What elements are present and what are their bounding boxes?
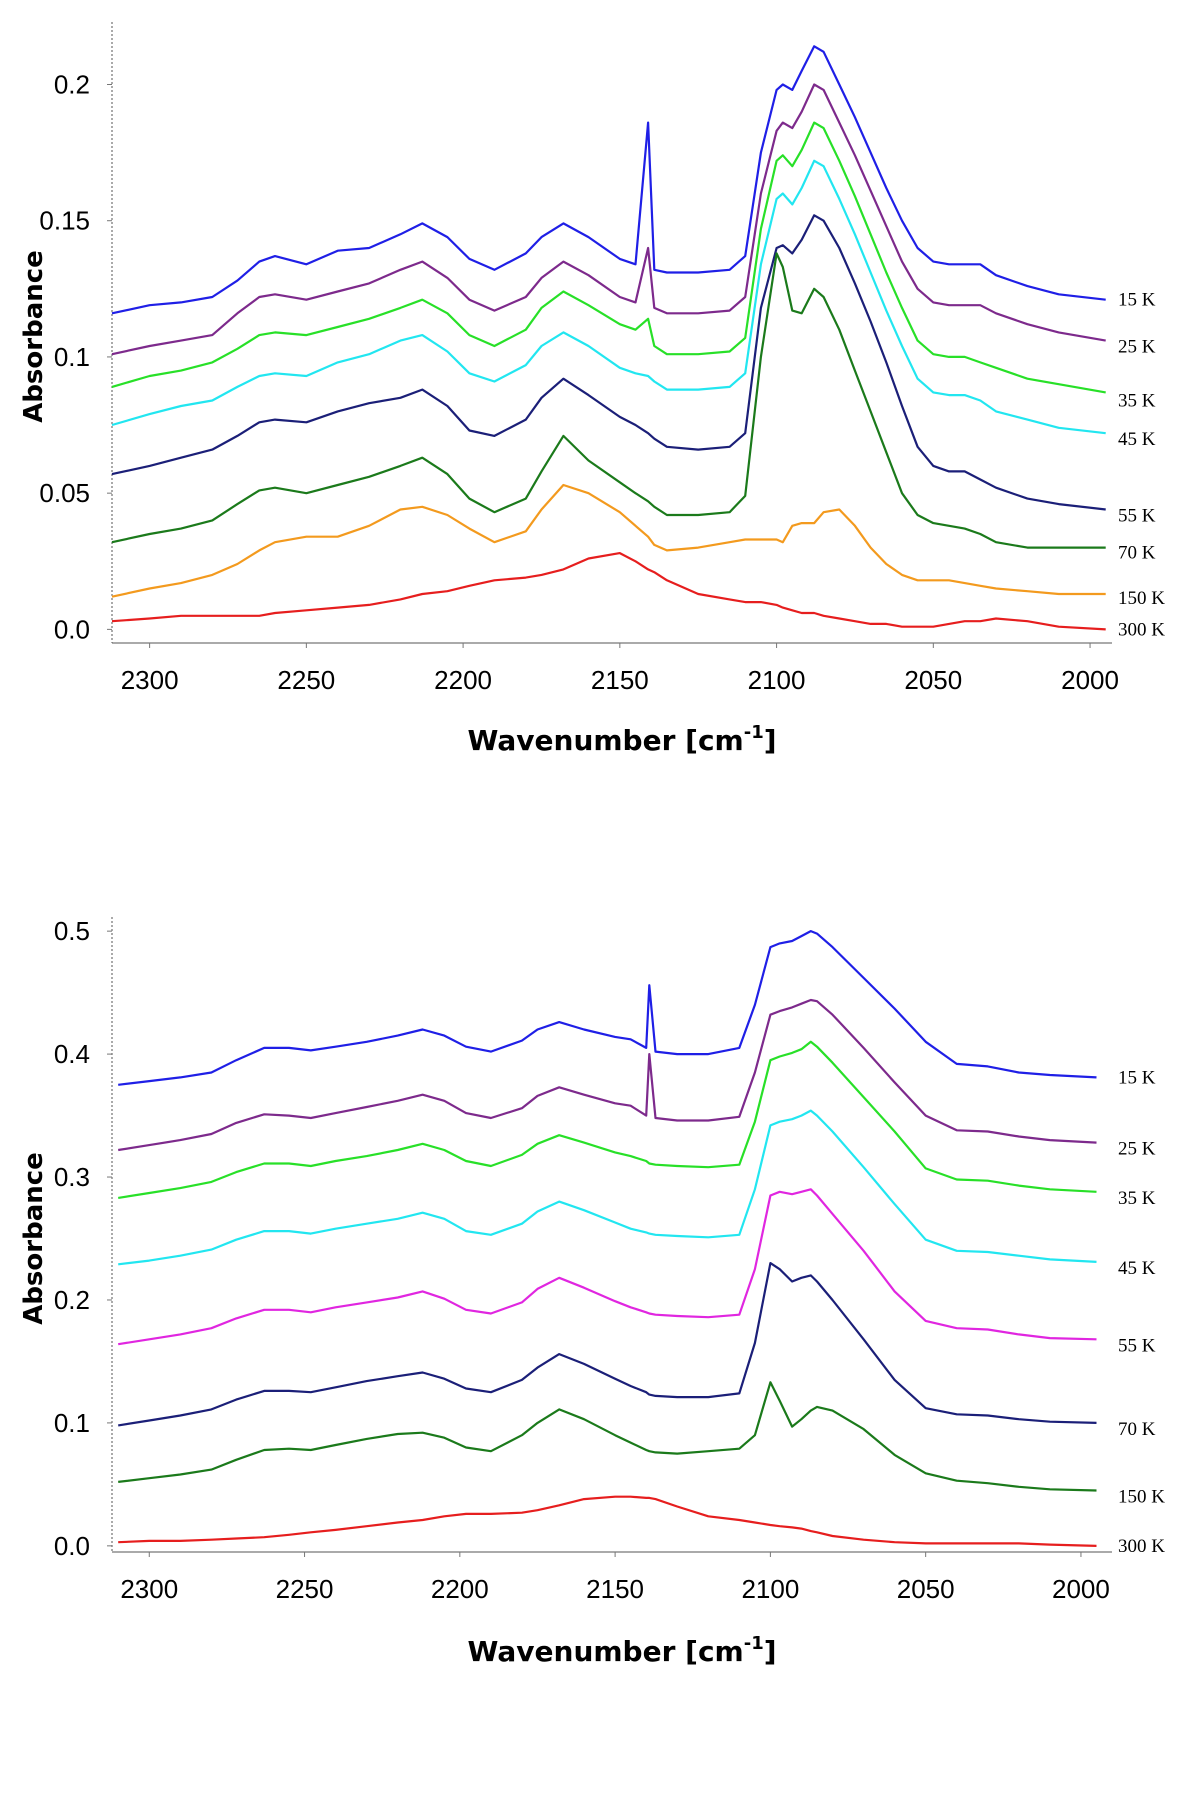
series-label: 150 K [1118,1487,1165,1508]
series-line-25k [118,998,1097,1152]
y-axis-label: Absorbance [19,250,49,423]
x-tick-label: 2050 [897,1574,955,1604]
series-label: 55 K [1118,1335,1156,1356]
x-tick-label: 2000 [1061,665,1119,695]
series-label: 300 K [1118,619,1165,640]
x-axis-label-main: Wavenumber [cm [467,1635,743,1668]
series-label: 150 K [1118,588,1165,609]
series-label: 35 K [1118,1188,1156,1209]
y-tick-label: 0.0 [54,614,90,644]
x-tick-label: 2150 [586,1574,644,1604]
series-line-70k [111,252,1106,549]
series-label: 25 K [1118,337,1156,358]
series-label: 25 K [1118,1139,1156,1160]
series-line-55k [118,1188,1097,1346]
series-line-35k [111,121,1106,394]
y-tick-label: 0.4 [54,1039,90,1069]
x-tick-label: 2100 [748,665,806,695]
y-tick-label: 0.3 [54,1162,90,1192]
x-axis-label-superscript: -1 [744,1633,764,1654]
x-tick-label: 2300 [120,1574,178,1604]
series-label: 15 K [1118,290,1156,311]
x-tick-label: 2050 [904,665,962,695]
series-label: 35 K [1118,390,1156,411]
x-tick-label: 2150 [591,665,649,695]
series-line-70k [118,1262,1097,1427]
x-axis-label-superscript: -1 [744,722,764,743]
x-axis-label: Wavenumber [cm-1] [467,722,776,757]
series-line-45k [111,159,1106,435]
x-axis-label-end: ] [764,1635,777,1668]
x-axis-label-main: Wavenumber [cm [467,724,743,757]
y-tick-label: 0.2 [54,1285,90,1315]
x-tick-label: 2200 [431,1574,489,1604]
x-tick-label: 2250 [277,665,335,695]
x-axis-label: Wavenumber [cm-1] [467,1633,776,1668]
series-line-25k [111,83,1106,356]
series-line-15k [118,930,1097,1086]
x-tick-label: 2250 [276,1574,334,1604]
series-line-35k [118,1040,1097,1199]
y-axis-label: Absorbance [19,1152,49,1325]
x-tick-label: 2300 [121,665,179,695]
series-label: 45 K [1118,429,1156,450]
series-line-300k [111,552,1106,631]
x-axis-label-end: ] [764,724,777,757]
x-tick-label: 2200 [434,665,492,695]
y-tick-label: 0.15 [39,206,90,236]
series-label: 70 K [1118,543,1156,564]
series-label: 300 K [1118,1536,1165,1557]
y-tick-label: 0.2 [54,69,90,99]
y-tick-label: 0.1 [54,342,90,372]
chart-panel-top: 0.0 0.05 0.1 0.15 0.2 2300 2250 2200 2150 2100 205… [19,22,1165,757]
series-label: 55 K [1118,506,1156,527]
y-tick-label: 0.5 [54,916,90,946]
y-tick-label: 0.1 [54,1408,90,1438]
y-tick-label: 0.05 [39,478,90,508]
x-tick-label: 2000 [1052,1574,1110,1604]
y-tick-label: 0.0 [54,1531,90,1561]
x-tick-label: 2100 [741,1574,799,1604]
series-line-300k [118,1495,1097,1547]
series-line-15k [111,45,1106,315]
chart-panel-bottom: 0.0 0.1 0.2 0.3 0.4 0.5 2300 2250 2200 2150 2100 20… [19,916,1165,1668]
series-label: 70 K [1118,1419,1156,1440]
series-label: 15 K [1118,1067,1156,1088]
series-line-150k [118,1381,1097,1492]
series-label: 45 K [1118,1258,1156,1279]
series-line-55k [111,214,1106,511]
series-line-150k [111,483,1106,598]
series-line-45k [118,1109,1097,1266]
